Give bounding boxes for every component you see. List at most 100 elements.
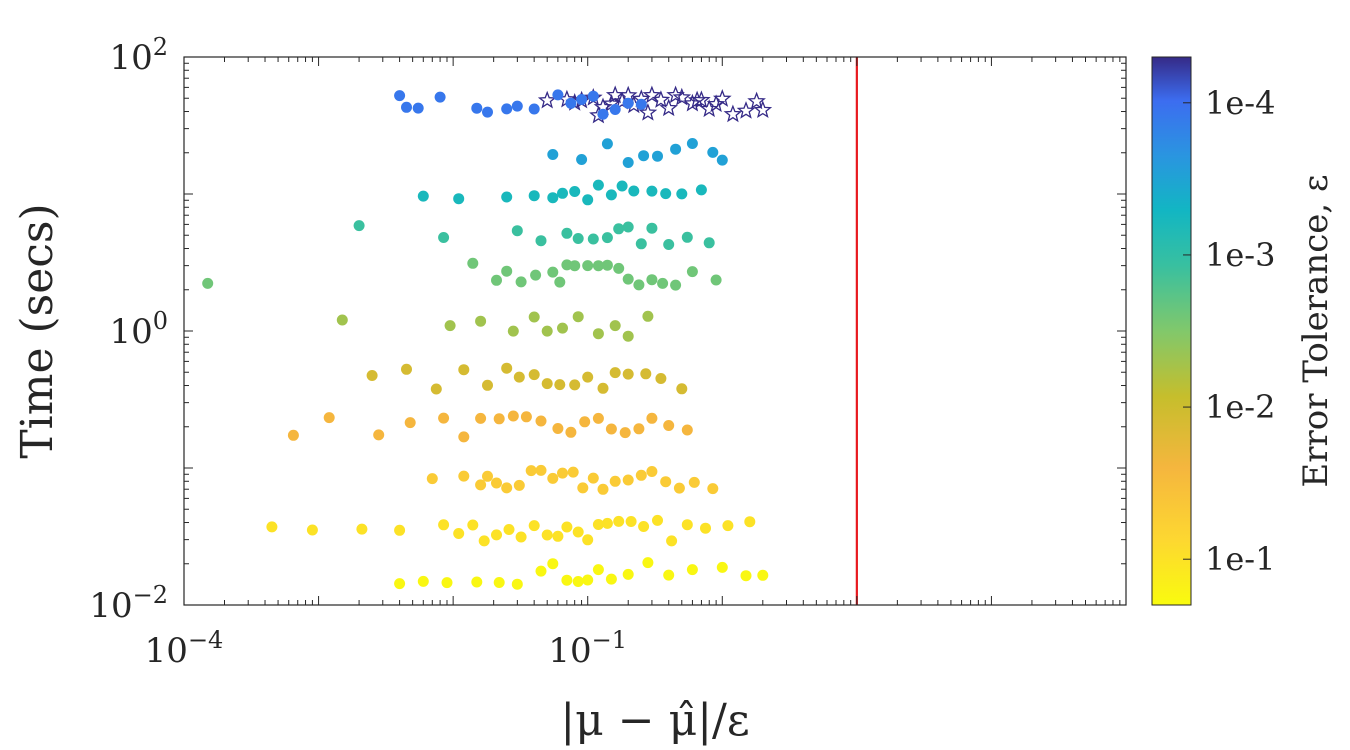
data-point — [482, 106, 493, 118]
data-point — [528, 190, 540, 202]
data-point — [475, 315, 487, 327]
y-tick-label: 10−2 — [89, 581, 168, 626]
data-point — [646, 274, 658, 286]
data-point — [501, 265, 513, 277]
data-point — [561, 574, 573, 586]
data-point — [597, 108, 609, 120]
data-point — [633, 423, 645, 435]
data-point — [404, 417, 416, 429]
data-point — [565, 97, 577, 109]
data-point — [722, 520, 734, 532]
data-point — [417, 575, 429, 587]
data-point — [471, 102, 483, 114]
data-point — [707, 483, 719, 495]
data-point — [482, 379, 493, 391]
data-point — [670, 143, 682, 155]
data-point — [528, 311, 540, 323]
data-point — [441, 577, 453, 589]
data-point — [475, 412, 487, 424]
data-point — [426, 473, 438, 485]
data-point — [438, 412, 450, 424]
data-point-star — [651, 90, 671, 108]
data-point — [622, 157, 634, 168]
x-tick-label: 10−1 — [548, 626, 627, 671]
data-point — [444, 320, 456, 332]
axis-ticks — [183, 57, 1126, 606]
data-point — [703, 237, 715, 249]
data-point — [576, 154, 588, 165]
data-point — [601, 138, 613, 150]
data-point — [666, 535, 678, 547]
data-point — [663, 569, 675, 581]
data-point — [287, 429, 299, 441]
data-point — [686, 138, 698, 149]
data-point — [609, 475, 621, 487]
data-point — [458, 431, 470, 443]
data-point — [622, 568, 634, 580]
data-point — [576, 94, 588, 105]
data-point-star — [699, 99, 719, 118]
y-axis-label: Time (secs) — [12, 203, 63, 458]
data-point — [582, 260, 594, 272]
data-point — [619, 427, 631, 439]
data-point — [609, 367, 621, 379]
data-point — [535, 565, 547, 577]
data-point — [438, 519, 450, 531]
data-point — [511, 578, 523, 590]
data-point — [394, 524, 406, 536]
data-point — [587, 90, 599, 102]
data-point — [597, 483, 609, 495]
data-point — [597, 382, 609, 394]
data-point — [394, 90, 406, 102]
data-point — [336, 314, 348, 326]
data-point — [394, 578, 406, 590]
data-point — [557, 187, 568, 199]
data-point — [622, 273, 634, 285]
data-point — [663, 239, 675, 250]
data-point — [471, 576, 483, 588]
data-point — [467, 257, 479, 269]
data-point — [401, 101, 412, 113]
data-point — [592, 412, 604, 424]
data-point — [633, 279, 645, 291]
data-point — [552, 89, 564, 101]
x-axis-label: |μ − μ̂|/ε — [560, 695, 749, 746]
data-point — [541, 378, 553, 390]
data-point — [458, 470, 470, 482]
data-point — [503, 524, 515, 535]
data-point — [592, 179, 604, 191]
data-point — [491, 529, 502, 541]
data-point — [582, 574, 594, 586]
data-point — [652, 150, 663, 162]
data-point — [547, 558, 559, 570]
data-point — [676, 188, 688, 200]
data-point — [323, 412, 335, 424]
data-point — [475, 479, 487, 491]
data-point — [520, 411, 532, 423]
data-point — [493, 413, 505, 425]
data-point — [547, 192, 559, 204]
data-point — [572, 311, 584, 323]
data-point — [511, 225, 523, 237]
data-point — [567, 466, 579, 478]
data-point — [688, 476, 700, 488]
data-point — [587, 233, 599, 245]
data-point — [601, 259, 613, 271]
data-point — [605, 573, 617, 585]
data-point — [412, 102, 424, 114]
data-point — [635, 238, 647, 250]
data-point — [592, 519, 604, 530]
data-point — [681, 519, 693, 531]
y-tick-label: 102 — [109, 33, 168, 78]
data-point — [530, 269, 542, 281]
data-point — [453, 528, 465, 539]
data-point-star — [672, 87, 692, 106]
data-point — [554, 276, 566, 288]
y-tick-label: 100 — [109, 307, 168, 352]
data-point — [572, 233, 584, 244]
data-point — [642, 310, 654, 322]
data-point — [601, 517, 613, 529]
data-point — [663, 420, 675, 431]
data-point — [366, 370, 378, 381]
data-point — [515, 531, 527, 543]
